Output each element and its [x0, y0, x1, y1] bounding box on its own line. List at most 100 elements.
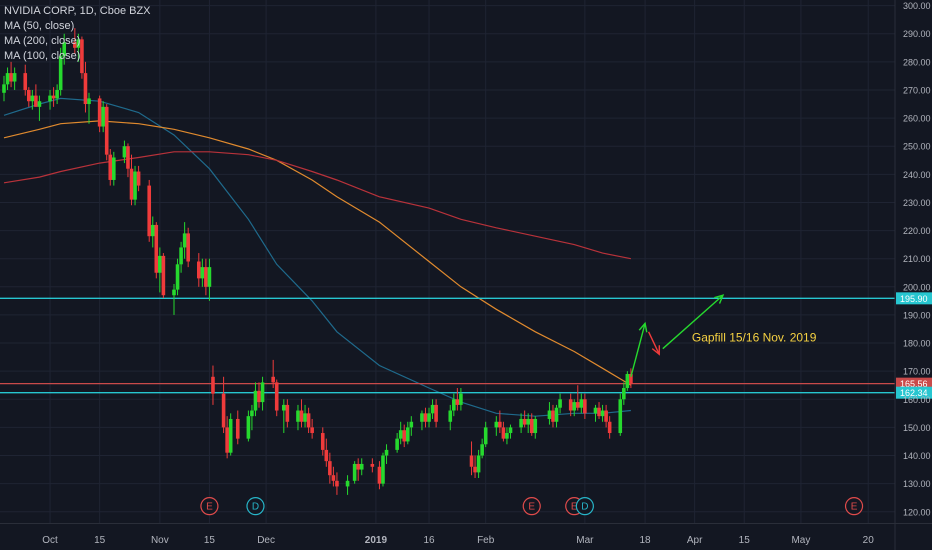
- y-tick-label: 220.00: [903, 226, 931, 236]
- price-level-label: 165.56: [900, 379, 928, 389]
- candle-body: [48, 95, 52, 102]
- candle-body: [597, 407, 601, 417]
- candle-body: [221, 393, 226, 428]
- price-level-tag: [896, 292, 932, 305]
- x-tick-label: May: [791, 535, 810, 546]
- legend-ma50[interactable]: MA (50, close): [4, 20, 75, 32]
- candles: [2, 28, 633, 495]
- candle-body: [257, 390, 261, 403]
- candle-body: [158, 255, 162, 273]
- candle-body: [377, 466, 382, 484]
- x-tick-label: Apr: [687, 535, 703, 546]
- y-tick-label: 230.00: [903, 198, 931, 208]
- y-tick-label: 280.00: [903, 57, 931, 67]
- candle-body: [604, 410, 608, 422]
- candle-body: [274, 382, 279, 411]
- candle-body: [30, 95, 35, 102]
- y-tick-label: 290.00: [903, 29, 931, 39]
- candle-body: [26, 89, 31, 102]
- arrow-head: [651, 345, 661, 356]
- x-tick-label: 15: [204, 535, 216, 546]
- candle-body: [579, 399, 584, 408]
- y-tick-label: 130.00: [903, 479, 931, 489]
- candle-body: [182, 233, 187, 248]
- candle-body: [423, 413, 428, 422]
- candle-body: [505, 433, 509, 439]
- candle-body: [473, 466, 477, 473]
- event-marker: [575, 497, 594, 516]
- legend-ma100[interactable]: MA (100, close): [4, 50, 81, 62]
- candle-body: [551, 410, 555, 422]
- x-tick-label: 18: [640, 535, 652, 546]
- y-tick-label: 120.00: [903, 507, 931, 517]
- y-tick-label: 300.00: [903, 1, 931, 11]
- price-level-label: 195.90: [900, 294, 928, 304]
- annotation-text: Gapfill 15/16 Nov. 2019: [692, 330, 817, 344]
- candle-body: [175, 264, 180, 290]
- candle-body: [575, 402, 580, 408]
- legend-symbol[interactable]: NVIDIA CORP, 1D, Cboe BZX: [4, 5, 151, 17]
- legend-ma200[interactable]: MA (200, close): [4, 35, 81, 47]
- candle-body: [469, 455, 474, 467]
- event-marker-label: D: [581, 502, 588, 513]
- x-tick-label: Feb: [477, 535, 495, 546]
- candle-body: [398, 430, 403, 439]
- candle-body: [629, 373, 633, 384]
- candle-body: [558, 399, 562, 408]
- x-tick-label: Nov: [151, 535, 169, 546]
- y-tick-label: 140.00: [903, 451, 931, 461]
- event-marker: [522, 497, 541, 516]
- grid: [0, 0, 895, 523]
- candle-body: [111, 157, 116, 180]
- event-marker: [200, 497, 219, 516]
- y-tick-label: 240.00: [903, 170, 931, 180]
- candle-body: [122, 146, 127, 158]
- candle-body: [508, 427, 513, 434]
- x-tick-label: Mar: [576, 535, 594, 546]
- candle-body: [335, 480, 339, 487]
- candle-body: [427, 413, 431, 422]
- trend-arrow: [662, 294, 724, 350]
- candle-body: [37, 101, 42, 107]
- candle-body: [480, 444, 484, 456]
- candle-body: [618, 399, 623, 434]
- candle-body: [519, 418, 523, 428]
- candle-body: [568, 399, 573, 411]
- candle-body: [9, 73, 13, 82]
- candle-body: [299, 410, 304, 422]
- arrow-head: [638, 321, 648, 333]
- candle-body: [600, 410, 605, 417]
- candle-body: [253, 390, 258, 411]
- candle-body: [494, 421, 499, 428]
- y-tick-label: 170.00: [903, 367, 931, 377]
- event-marker-label: E: [851, 502, 858, 513]
- event-marker-label: D: [252, 502, 259, 513]
- candle-body: [395, 438, 399, 450]
- candle-body: [2, 84, 6, 93]
- price-level-tag: [896, 377, 932, 390]
- candle-body: [282, 404, 286, 411]
- candle-body: [622, 388, 626, 400]
- candle-body: [207, 267, 212, 287]
- candle-body: [133, 171, 137, 200]
- y-tick-label: 150.00: [903, 423, 931, 433]
- arrows: [630, 294, 725, 377]
- candle-body: [498, 421, 502, 428]
- candle-body: [80, 39, 84, 74]
- candle-body: [87, 98, 91, 105]
- candle-body: [62, 42, 67, 57]
- y-tick-label: 250.00: [903, 142, 931, 152]
- candle-body: [547, 410, 552, 419]
- candle-body: [402, 430, 407, 442]
- candle-body: [58, 56, 63, 90]
- trend-arrow: [630, 323, 646, 377]
- y-tick-label: 200.00: [903, 282, 931, 292]
- candle-body: [459, 393, 463, 405]
- candle-body: [476, 455, 481, 473]
- candle-body: [359, 463, 364, 470]
- candle-body: [320, 433, 325, 450]
